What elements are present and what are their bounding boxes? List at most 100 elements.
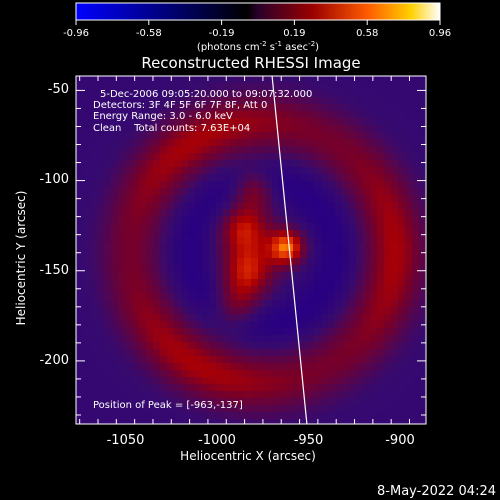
heatmap-cell (356, 349, 364, 357)
heatmap-cell (111, 90, 119, 98)
heatmap-cell (335, 223, 343, 231)
heatmap-cell (307, 174, 315, 182)
heatmap-cell (419, 76, 426, 84)
heatmap-cell (76, 230, 84, 238)
heatmap-cell (342, 314, 350, 322)
heatmap-cell (153, 118, 161, 126)
heatmap-cell (398, 405, 406, 413)
heatmap-cell (118, 286, 126, 294)
heatmap-cell (188, 328, 196, 336)
heatmap-cell (370, 286, 378, 294)
heatmap-cell (90, 167, 98, 175)
heatmap-cell (223, 104, 231, 112)
heatmap-cell (202, 125, 210, 133)
heatmap-cell (153, 412, 161, 420)
heatmap-cell (321, 111, 329, 119)
heatmap-cell (314, 202, 322, 210)
heatmap-cell (111, 328, 119, 336)
heatmap-cell (293, 272, 301, 280)
heatmap-cell (188, 146, 196, 154)
heatmap-cell (146, 258, 154, 266)
heatmap-cell (97, 412, 105, 420)
heatmap-cell (76, 363, 84, 371)
heatmap-cell (398, 251, 406, 259)
heatmap-cell (342, 188, 350, 196)
heatmap-cell (419, 405, 426, 413)
heatmap-cell (125, 83, 133, 91)
heatmap-cell (146, 244, 154, 252)
heatmap-cell (391, 258, 399, 266)
heatmap-cell (307, 377, 315, 385)
heatmap-cell (251, 370, 259, 378)
heatmap-cell (349, 412, 357, 420)
heatmap-cell (405, 111, 413, 119)
heatmap-cell (384, 307, 392, 315)
heatmap-cell (307, 83, 315, 91)
heatmap-cell (356, 265, 364, 273)
heatmap-cell (349, 167, 357, 175)
heatmap-cell (216, 370, 224, 378)
heatmap-cell (223, 153, 231, 161)
heatmap-cell (293, 209, 301, 217)
heatmap-cell (356, 167, 364, 175)
heatmap-cell (181, 272, 189, 280)
heatmap-cell (195, 209, 203, 217)
heatmap-cell (293, 139, 301, 147)
heatmap-cell (356, 412, 364, 420)
heatmap-cell (153, 146, 161, 154)
heatmap-cell (384, 146, 392, 154)
heatmap-cell (90, 419, 98, 424)
heatmap-cell (398, 300, 406, 308)
heatmap-cell (90, 125, 98, 133)
heatmap-cell (293, 125, 301, 133)
heatmap-cell (83, 244, 91, 252)
heatmap-cell (237, 244, 245, 252)
heatmap-cell (286, 398, 294, 406)
heatmap-cell (237, 349, 245, 357)
heatmap-cell (258, 293, 266, 301)
heatmap-cell (188, 398, 196, 406)
heatmap-cell (244, 188, 252, 196)
heatmap-cell (398, 188, 406, 196)
heatmap-cell (272, 160, 280, 168)
heatmap-cell (335, 167, 343, 175)
heatmap-cell (97, 251, 105, 259)
heatmap-cell (279, 398, 287, 406)
heatmap-cell (111, 258, 119, 266)
heatmap-cell (384, 342, 392, 350)
heatmap-cell (90, 300, 98, 308)
heatmap-cell (83, 216, 91, 224)
heatmap-cell (111, 125, 119, 133)
heatmap-cell (111, 272, 119, 280)
heatmap-cell (370, 202, 378, 210)
heatmap-cell (104, 209, 112, 217)
heatmap-cell (419, 237, 426, 245)
heatmap-cell (265, 342, 273, 350)
heatmap-cell (363, 146, 371, 154)
heatmap-cell (349, 216, 357, 224)
heatmap-cell (90, 174, 98, 182)
heatmap-cell (216, 181, 224, 189)
heatmap-cell (223, 384, 231, 392)
heatmap-cell (307, 258, 315, 266)
heatmap-cell (293, 300, 301, 308)
heatmap-cell (237, 230, 245, 238)
heatmap-cell (286, 104, 294, 112)
heatmap-cell (314, 265, 322, 273)
heatmap-cell (363, 251, 371, 259)
heatmap-cell (90, 286, 98, 294)
heatmap-cell (146, 398, 154, 406)
heatmap-cell (307, 146, 315, 154)
heatmap-cell (258, 195, 266, 203)
heatmap-cell (174, 293, 182, 301)
heatmap-cell (139, 223, 147, 231)
heatmap-cell (419, 314, 426, 322)
heatmap-cell (258, 279, 266, 287)
heatmap-cell (384, 370, 392, 378)
heatmap-cell (307, 272, 315, 280)
heatmap-cell (300, 279, 308, 287)
heatmap-cell (160, 258, 168, 266)
heatmap-cell (104, 90, 112, 98)
heatmap-cell (125, 209, 133, 217)
heatmap-cell (174, 195, 182, 203)
